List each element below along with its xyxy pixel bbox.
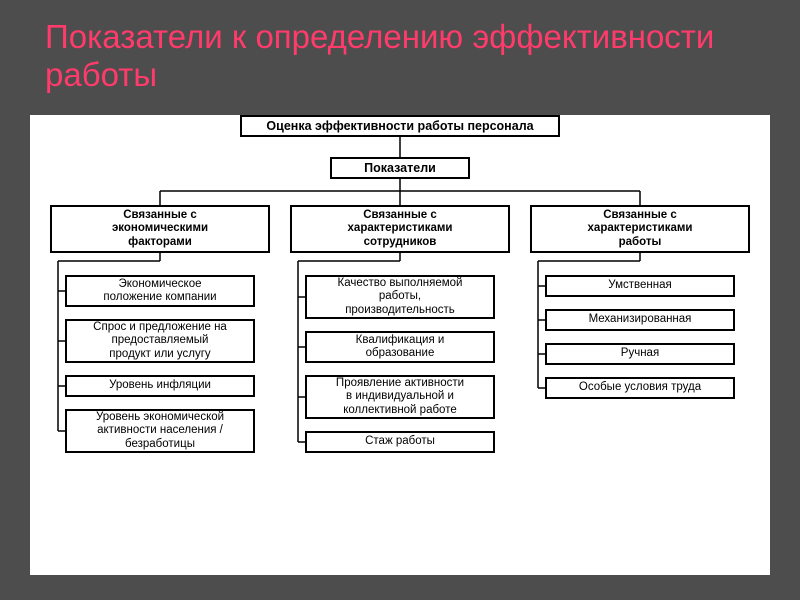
item-1-2: Проявление активности в индивидуальной и… (305, 375, 495, 419)
column-header-2: Связанные с характеристиками работы (530, 205, 750, 253)
item-0-0: Экономическое положение компании (65, 275, 255, 307)
root-box: Оценка эффективности работы персонала (240, 115, 560, 137)
slide: Показатели к определению эффективности р… (0, 0, 800, 600)
column-header-0: Связанные с экономическими факторами (50, 205, 270, 253)
item-0-2: Уровень инфляции (65, 375, 255, 397)
item-0-1: Спрос и предложение на предоставляемый п… (65, 319, 255, 363)
item-2-2: Ручная (545, 343, 735, 365)
column-header-1: Связанные с характеристиками сотрудников (290, 205, 510, 253)
item-2-1: Механизированная (545, 309, 735, 331)
item-1-0: Качество выполняемой работы, производите… (305, 275, 495, 319)
org-chart: Оценка эффективности работы персонала Пок… (30, 115, 770, 575)
item-1-1: Квалификация и образование (305, 331, 495, 363)
item-0-3: Уровень экономической активности населен… (65, 409, 255, 453)
item-2-3: Особые условия труда (545, 377, 735, 399)
slide-title: Показатели к определению эффективности р… (45, 18, 800, 94)
sub-box: Показатели (330, 157, 470, 179)
item-1-3: Стаж работы (305, 431, 495, 453)
item-2-0: Умственная (545, 275, 735, 297)
